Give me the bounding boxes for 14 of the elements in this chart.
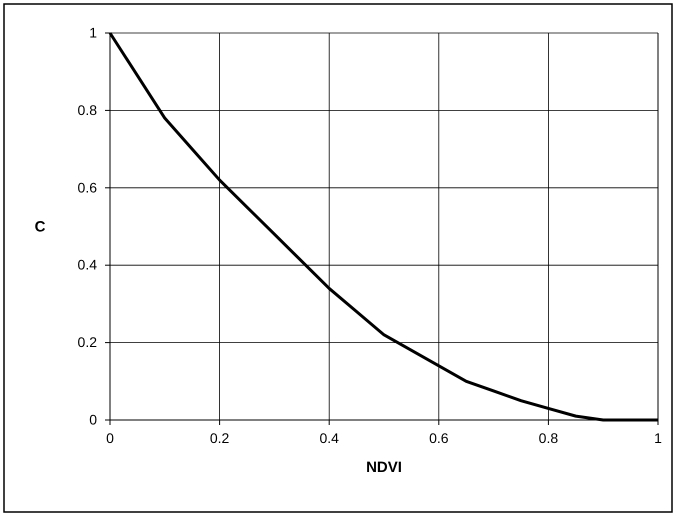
y-tick-label: 0 [89,411,98,428]
x-axis-title: NDVI [366,459,402,476]
x-tick-label: 0.2 [210,430,230,446]
x-tick-label: 1 [654,430,662,446]
x-tick-label: 0 [106,430,114,446]
y-axis-title: C [34,218,46,236]
y-tick-label: 0.4 [78,256,98,273]
y-tick-label: 0.2 [78,334,98,350]
y-tick-label: 1 [89,24,98,40]
x-tick-label: 0.8 [538,430,558,446]
x-tick-label: 0.4 [319,430,340,446]
x-tick-label: 0.6 [429,430,449,446]
y-tick-label: 0.6 [78,179,98,196]
y-tick-label: 0.8 [78,102,98,118]
